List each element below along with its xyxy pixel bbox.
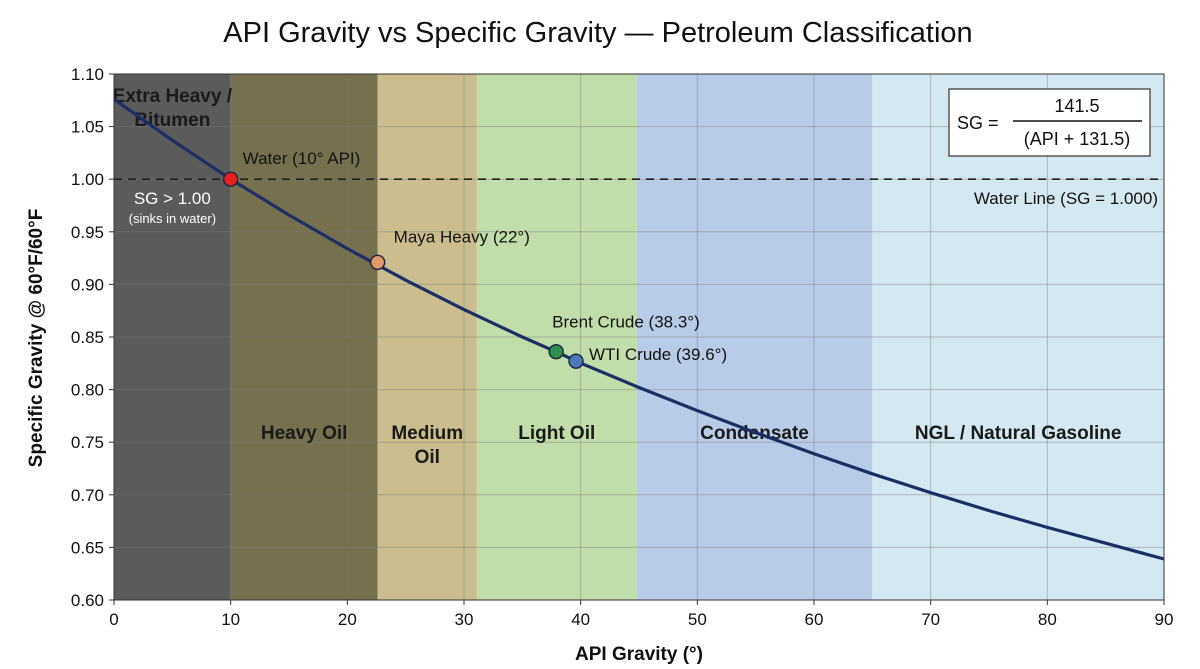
formula-denominator: (API + 131.5)	[1024, 129, 1131, 149]
y-tick-label-5: 0.85	[71, 328, 104, 347]
region-label-5-0: NGL / Natural Gasoline	[915, 423, 1122, 444]
y-tick-label-9: 1.05	[71, 118, 104, 137]
y-tick-label-4: 0.80	[71, 381, 104, 400]
y-axis-label: Specific Gravity @ 60°F/60°F	[26, 209, 47, 468]
data-point-label-0: Water (10° API)	[243, 149, 361, 168]
data-point-label-3: WTI Crude (39.6°)	[589, 345, 727, 364]
x-tick-label-4: 40	[571, 610, 590, 629]
data-point-label-1: Maya Heavy (22°)	[394, 227, 530, 246]
formula-box: SG = 141.5 (API + 131.5)	[948, 88, 1151, 157]
region-band-0	[114, 74, 231, 600]
region-label-3-0: Light Oil	[518, 423, 595, 444]
data-point-2	[548, 344, 564, 360]
x-tick-label-0: 0	[109, 610, 118, 629]
data-point-0	[222, 171, 239, 187]
water-line-label: Water Line (SG = 1.000)	[974, 189, 1158, 208]
x-tick-label-1: 10	[221, 610, 240, 629]
chart-title: API Gravity vs Specific Gravity — Petrol…	[223, 17, 972, 49]
sinks-annotation-sub: (sinks in water)	[129, 211, 216, 226]
formula-numerator: 141.5	[1054, 96, 1099, 116]
x-tick-label-7: 70	[921, 610, 940, 629]
formula-box-frame	[948, 88, 1151, 157]
x-tick-label-5: 50	[688, 610, 707, 629]
y-tick-label-0: 0.60	[71, 591, 104, 610]
region-label-0-0: Extra Heavy /	[113, 86, 233, 107]
formula-lhs: SG =	[957, 113, 999, 133]
region-label-2-1: Oil	[415, 447, 440, 468]
region-label-1-0: Heavy Oil	[261, 423, 348, 444]
sinks-annotation-main: SG > 1.00	[134, 189, 211, 208]
regions-layer	[114, 74, 1164, 600]
x-tick-label-3: 30	[455, 610, 474, 629]
data-point-1	[369, 254, 386, 271]
region-band-2	[377, 74, 477, 600]
y-tick-label-3: 0.75	[71, 433, 104, 452]
y-tick-label-6: 0.90	[71, 275, 104, 294]
x-tick-label-2: 20	[338, 610, 357, 629]
region-band-5	[872, 74, 1164, 600]
y-tick-label-10: 1.10	[71, 65, 104, 84]
points-layer: Water (10° API) Maya Heavy (22°) Brent Cru…	[222, 149, 727, 369]
water-line-layer: Water Line (SG = 1.000) SG > 1.00 (sinks i…	[114, 178, 1164, 226]
y-tick-label-1: 0.65	[71, 538, 104, 557]
region-label-2-0: Medium	[391, 423, 463, 444]
y-tick-label-8: 1.00	[71, 170, 104, 189]
data-point-3	[568, 353, 584, 369]
y-tick-label-2: 0.70	[71, 486, 104, 505]
region-band-3	[476, 74, 637, 600]
y-tick-label-7: 0.95	[71, 223, 104, 242]
x-tick-label-9: 90	[1155, 610, 1174, 629]
x-tick-label-6: 60	[805, 610, 824, 629]
axes-layer: 0 10 20 30 40 50 60 70 80 90 0.60 0.65 0.70 0.75 0.80 0…	[71, 65, 1174, 629]
region-band-1	[230, 74, 378, 600]
region-band-4	[636, 74, 873, 600]
x-axis-label: API Gravity (°)	[575, 644, 703, 665]
x-tick-label-8: 80	[1038, 610, 1057, 629]
data-point-label-2: Brent Crude (38.3°)	[552, 313, 700, 332]
